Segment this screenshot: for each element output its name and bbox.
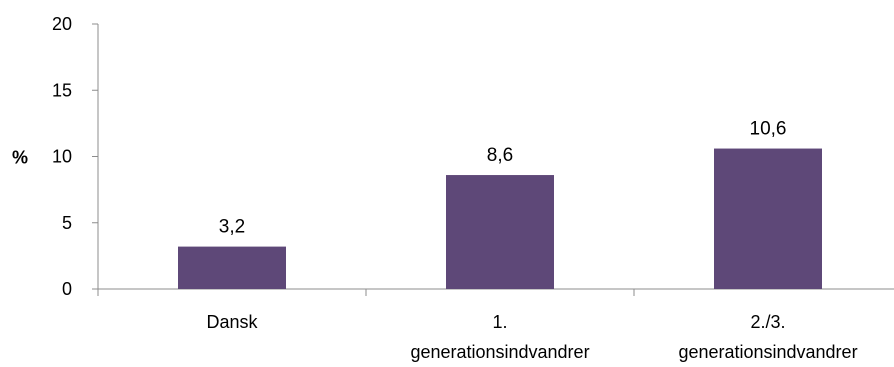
y-tick-label: 0 — [62, 279, 72, 299]
category-label: Dansk — [206, 312, 258, 332]
y-tick-label: 10 — [52, 147, 72, 167]
y-axis-title: % — [12, 148, 28, 168]
data-label: 8,6 — [487, 145, 513, 166]
category-label: 1. generationsindvandrer — [410, 312, 589, 362]
y-tick-label: 20 — [52, 14, 72, 34]
y-tick-label: 15 — [52, 80, 72, 100]
y-tick-label: 5 — [62, 213, 72, 233]
bar — [178, 246, 286, 289]
bar — [714, 148, 822, 289]
data-label: 10,6 — [750, 119, 787, 140]
data-label: 3,2 — [219, 217, 245, 238]
bar — [446, 175, 554, 289]
category-label: 2./3. generationsindvandrer — [678, 312, 857, 362]
chart-bars — [178, 148, 822, 289]
chart-labels: 3,2 Dansk 8,6 1. generationsindvandrer 10,6 2.… — [206, 119, 857, 362]
